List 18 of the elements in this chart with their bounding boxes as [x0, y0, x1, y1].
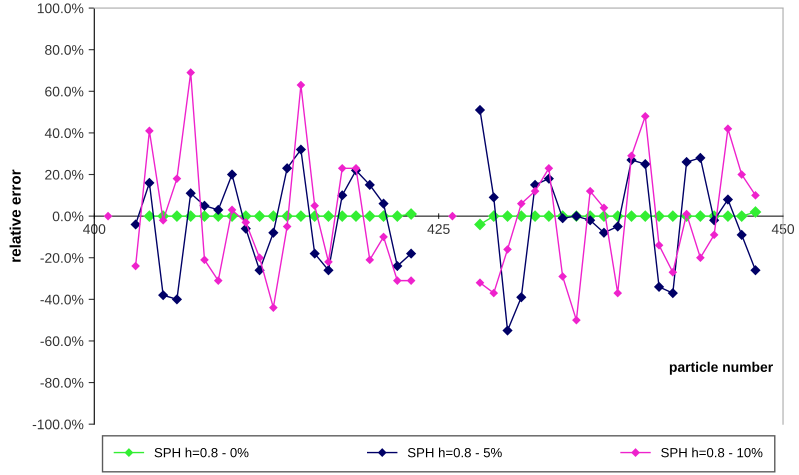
x-tick-label: 425 [427, 224, 450, 234]
y-tick-label: 80.0% [45, 45, 84, 55]
x-axis-title: particle number [670, 362, 773, 375]
y-tick-label: -20.0% [40, 253, 84, 263]
y-tick-label: 40.0% [44, 128, 84, 138]
y-tick-label: 0.0% [52, 211, 84, 222]
y-tick-label: 60.0% [45, 86, 84, 96]
x-tick-label: 450 [772, 224, 794, 234]
y-tick-label: -80.0% [40, 378, 84, 388]
y-tick-label: -60.0% [40, 336, 84, 346]
y-tick-label: 20.0% [45, 170, 84, 180]
y-tick-label: 100.0% [38, 3, 84, 14]
legend-label: SPH h=0.8 - 5% [408, 448, 502, 458]
y-tick-label: -100.0% [32, 420, 84, 430]
legend-label: SPH h=0.8 - 0% [154, 448, 248, 458]
y-axis-title: relative error [10, 170, 21, 262]
y-tick-label: -40.0% [40, 294, 84, 305]
legend-label: SPH h=0.8 - 10% [661, 448, 762, 458]
